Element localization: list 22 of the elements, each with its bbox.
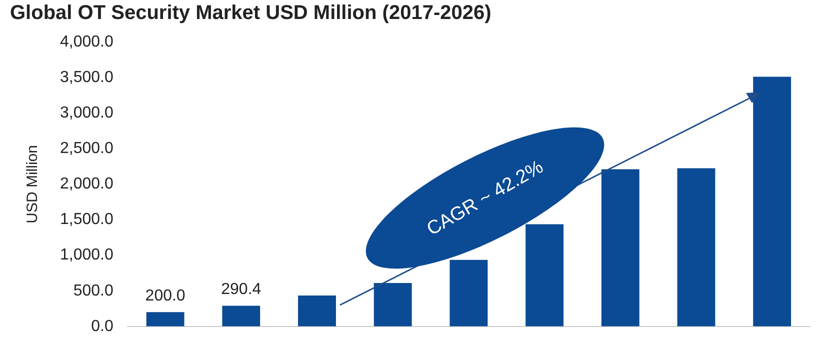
bar <box>450 260 488 326</box>
data-label: 290.4 <box>221 281 262 298</box>
bar <box>677 168 716 326</box>
bar <box>146 312 184 326</box>
bar <box>601 169 640 326</box>
y-tick-label: 500.0 <box>73 282 114 300</box>
bar <box>753 76 792 326</box>
y-tick-label: 1,500.0 <box>60 211 114 228</box>
y-tick-label: 4,000.0 <box>60 33 114 50</box>
y-axis-title: USD Million <box>24 145 42 224</box>
chart-title: Global OT Security Market USD Million (2017-2026) <box>9 2 492 25</box>
bar <box>526 224 564 326</box>
y-tick-label: 2,000.0 <box>60 176 114 193</box>
bar <box>298 296 336 326</box>
y-tick-label: 3,500.0 <box>60 68 114 86</box>
bar <box>374 283 412 326</box>
bar <box>222 306 260 326</box>
data-label: 200.0 <box>145 288 186 305</box>
y-tick-label: 3,000.0 <box>60 104 114 122</box>
y-tick-label: 0.0 <box>91 318 114 335</box>
y-tick-label: 2,500.0 <box>60 140 114 158</box>
y-tick-label: 1,000.0 <box>60 246 114 264</box>
